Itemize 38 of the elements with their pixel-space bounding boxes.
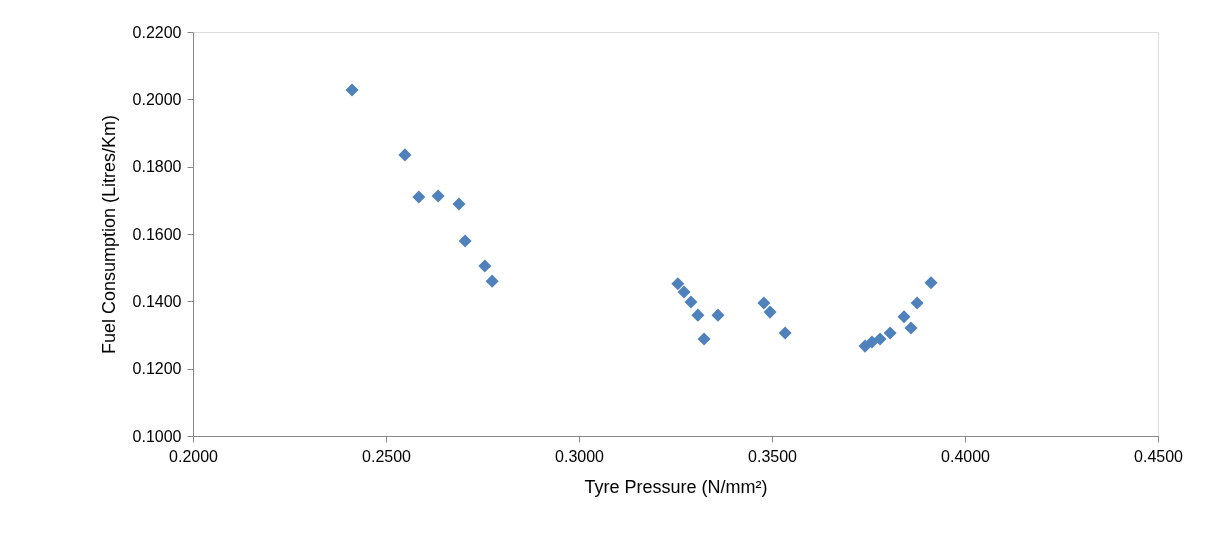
point [897, 310, 911, 324]
y-tick-label: 0.2200 [132, 23, 182, 41]
point [904, 321, 918, 335]
point [412, 190, 426, 204]
y-tick-label: 0.1600 [132, 225, 182, 243]
point [697, 332, 711, 346]
x-tick-label: 0.3000 [555, 447, 605, 465]
y-tick-label: 0.1200 [132, 360, 182, 378]
point [691, 308, 705, 322]
point [671, 277, 685, 291]
point [883, 326, 897, 340]
y-tick-label: 0.1000 [132, 427, 182, 445]
y-tick-label: 0.2000 [132, 90, 182, 108]
point [478, 259, 492, 273]
point [684, 295, 698, 309]
x-axis-title: Tyre Pressure (N/mm²) [584, 476, 768, 497]
point [458, 234, 472, 248]
point [910, 296, 924, 310]
point [452, 197, 466, 211]
point [431, 189, 445, 203]
point [398, 148, 412, 162]
y-axis-title: Fuel Consumption (Litres/Km) [98, 114, 119, 355]
point [763, 305, 777, 319]
x-tick-label: 0.2500 [362, 447, 412, 465]
point [711, 308, 725, 322]
x-tick-label: 0.4000 [941, 447, 991, 465]
point [345, 83, 359, 97]
point [924, 276, 938, 290]
point [485, 274, 499, 288]
point [677, 285, 691, 299]
x-tick-label: 0.2000 [169, 447, 219, 465]
y-tick-label: 0.1400 [132, 292, 182, 310]
point [778, 326, 792, 340]
x-tick-label: 0.4500 [1134, 447, 1184, 465]
point [873, 332, 887, 346]
point [757, 296, 771, 310]
x-tick-label: 0.3500 [748, 447, 798, 465]
y-tick-label: 0.1800 [132, 158, 182, 176]
